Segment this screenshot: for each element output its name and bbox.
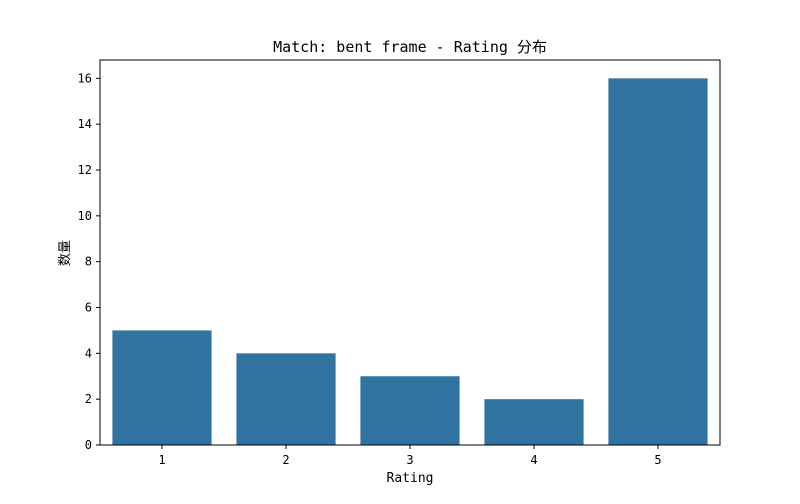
y-tick-label: 16 (78, 71, 92, 85)
y-tick-label: 0 (85, 438, 92, 452)
y-tick-label: 6 (85, 301, 92, 315)
y-tick-label: 12 (78, 163, 92, 177)
x-axis-title: Rating (387, 471, 434, 486)
y-tick-label: 14 (78, 117, 92, 131)
bar-rating-3 (360, 376, 460, 445)
y-tick-label: 10 (78, 209, 92, 223)
chart-title: Match: bent frame - Rating 分布 (273, 38, 547, 56)
x-tick-label: 1 (158, 453, 165, 467)
x-tick-label: 2 (282, 453, 289, 467)
x-tick-label: 5 (654, 453, 661, 467)
bars-layer (112, 78, 708, 445)
plot-frame (99, 59, 721, 446)
x-tick-label: 3 (406, 453, 413, 467)
y-tick-label: 8 (85, 255, 92, 269)
y-axis-title: 数量 (58, 240, 73, 266)
x-tick-label: 4 (530, 453, 537, 467)
y-tick-label: 2 (85, 392, 92, 406)
y-tick-label: 4 (85, 346, 92, 360)
bar-rating-2 (236, 353, 336, 445)
bar-rating-4 (484, 399, 584, 445)
bar-rating-1 (112, 330, 212, 445)
bar-rating-5 (608, 78, 708, 445)
